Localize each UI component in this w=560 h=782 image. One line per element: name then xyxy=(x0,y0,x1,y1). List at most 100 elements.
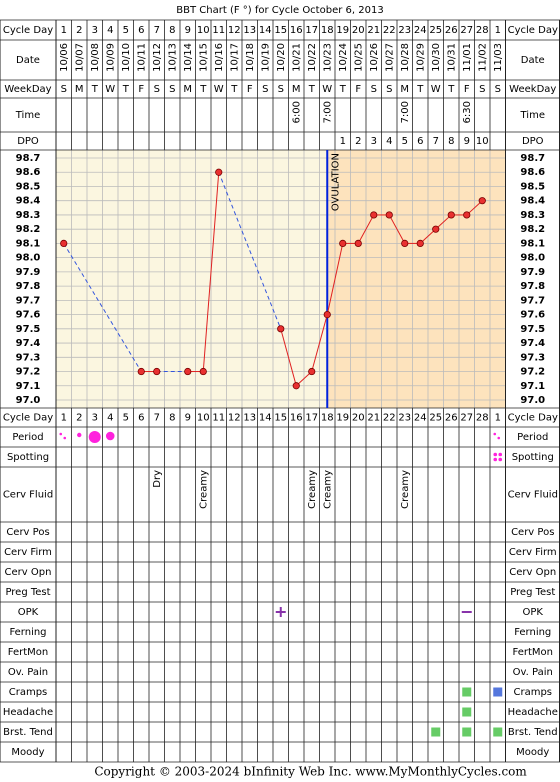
weekday: T xyxy=(122,84,130,95)
weekday: F xyxy=(464,84,470,95)
row-label: FertMon xyxy=(513,647,553,658)
y-tick-label: 98.7 xyxy=(520,153,545,164)
cycle-day: 16 xyxy=(290,25,303,36)
cycle-day: 3 xyxy=(92,413,98,424)
spotting-icon xyxy=(498,452,503,457)
y-tick-label: 98.5 xyxy=(16,181,41,192)
row-label: Time xyxy=(15,110,40,121)
cycle-day: 27 xyxy=(460,413,473,424)
cycle-day: 18 xyxy=(321,25,334,36)
cycle-day: 12 xyxy=(228,25,241,36)
weekday: S xyxy=(278,84,284,95)
y-tick-label: 98.6 xyxy=(16,167,41,178)
y-tick-label: 97.4 xyxy=(520,338,545,349)
cycle-day: 23 xyxy=(398,25,411,36)
period-icon xyxy=(493,432,497,436)
weekday: S xyxy=(154,84,160,95)
weekday: T xyxy=(230,84,238,95)
date: 10/23 xyxy=(322,43,333,72)
date: 10/22 xyxy=(307,43,318,72)
y-tick-label: 97.6 xyxy=(520,310,545,321)
cycle-day: 24 xyxy=(414,413,427,424)
temp-point xyxy=(308,367,316,376)
cycle-day: 16 xyxy=(290,413,303,424)
cycle-day: 21 xyxy=(367,413,380,424)
y-tick-label: 97.2 xyxy=(16,367,41,378)
cycle-day: 5 xyxy=(123,25,129,36)
temp-point xyxy=(416,239,424,248)
period-icon xyxy=(105,431,115,441)
dpo: 8 xyxy=(448,136,454,147)
row-label: Moody xyxy=(11,747,44,758)
cycle-day: 4 xyxy=(107,413,113,424)
weekday: M xyxy=(292,84,301,95)
y-tick-label: 98.2 xyxy=(16,224,41,235)
temp-point xyxy=(292,382,300,390)
dpo: 4 xyxy=(386,136,392,147)
date: 10/12 xyxy=(152,43,163,72)
temp-point xyxy=(153,367,161,376)
cycle-day: 26 xyxy=(445,25,458,36)
title: BBT Chart (F °) for Cycle October 6, 201… xyxy=(176,5,383,16)
date: 10/25 xyxy=(353,43,364,72)
y-tick-label: 98.0 xyxy=(520,253,545,264)
date: 10/18 xyxy=(245,43,256,72)
y-tick-label: 97.8 xyxy=(16,281,41,292)
date: 10/09 xyxy=(105,43,116,72)
symptom-icon xyxy=(493,687,503,697)
cycle-day: 17 xyxy=(305,413,318,424)
y-tick-label: 97.2 xyxy=(520,367,545,378)
date: 10/28 xyxy=(400,43,411,72)
temp-point xyxy=(478,197,486,205)
cerv-fluid: Creamy xyxy=(198,470,209,509)
date: 10/08 xyxy=(90,43,101,72)
row-label: Headache xyxy=(508,707,558,718)
date: 10/13 xyxy=(167,43,178,72)
row-label: DPO xyxy=(17,136,39,147)
row-label: Ferning xyxy=(514,627,551,638)
date: 11/01 xyxy=(462,43,473,72)
cycle-day: 28 xyxy=(476,413,489,424)
cycle-day: 27 xyxy=(460,25,473,36)
cycle-day: 14 xyxy=(259,413,272,424)
cerv-fluid: Creamy xyxy=(400,470,411,509)
cerv-fluid: Creamy xyxy=(307,470,318,509)
symptom-icon xyxy=(431,727,441,737)
row-label: Cerv Fluid xyxy=(508,490,558,501)
period-icon xyxy=(77,432,82,438)
y-tick-label: 98.2 xyxy=(520,224,545,235)
period-icon xyxy=(59,432,63,436)
cycle-day: 2 xyxy=(76,25,82,36)
y-tick-label: 98.4 xyxy=(520,196,545,207)
date: 10/17 xyxy=(229,43,240,72)
temp-point xyxy=(215,168,223,176)
spotting-icon xyxy=(498,457,503,462)
footer-copyright: Copyright © 2003-2024 bInfinity Web Inc. xyxy=(94,765,351,779)
row-label: Cerv Firm xyxy=(4,547,52,558)
row-label: Cerv Opn xyxy=(509,567,556,578)
date: 10/19 xyxy=(260,43,271,72)
date: 10/14 xyxy=(183,43,194,72)
temp-point xyxy=(137,367,145,376)
cycle-day: 20 xyxy=(352,25,365,36)
cycle-day: 10 xyxy=(197,413,210,424)
row-label: Period xyxy=(517,432,548,443)
temp-line xyxy=(311,314,328,372)
row-label: Date xyxy=(521,55,545,66)
weekday: T xyxy=(339,84,347,95)
cycle-day: 8 xyxy=(169,25,175,36)
cycle-day: 12 xyxy=(228,413,241,424)
temp-point xyxy=(385,211,393,219)
dpo: 3 xyxy=(371,136,377,147)
time: 7:00 xyxy=(400,101,411,123)
gap-connector xyxy=(218,172,282,330)
cycle-day: 8 xyxy=(169,413,175,424)
y-tick-label: 97.0 xyxy=(520,395,545,406)
cycle-day: 11 xyxy=(212,413,225,424)
cycle-day: 23 xyxy=(398,413,411,424)
dpo: 10 xyxy=(476,136,489,147)
cycle-day: 9 xyxy=(185,413,191,424)
row-label: Cerv Pos xyxy=(6,527,49,538)
y-tick-label: 98.7 xyxy=(16,153,41,164)
temp-line xyxy=(326,243,344,315)
